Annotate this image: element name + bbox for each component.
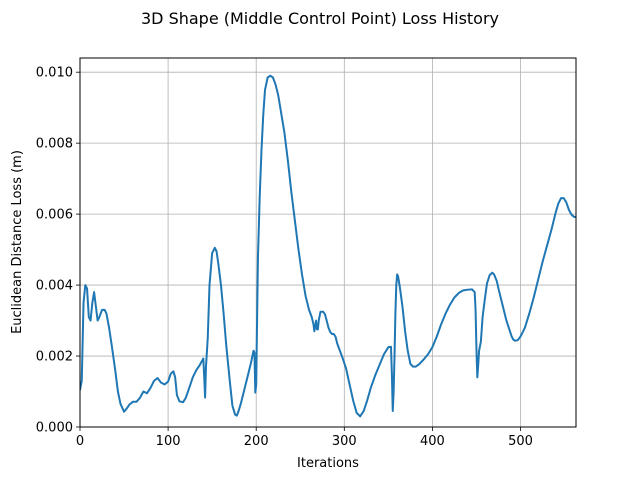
grid-layer [79,58,576,428]
x-axis-ticks: 0 100 200 300 400 500 [76,427,533,449]
series-layer [80,74,576,418]
x-tick-label: 0 [76,434,84,449]
y-axis-ticks: 0.000 0.002 0.004 0.006 0.008 0.010 [36,66,80,436]
y-tick-label: 0.008 [36,137,73,152]
y-tick-label: 0.006 [36,208,73,223]
y-axis-label: Euclidean Distance Loss (m) [10,150,25,334]
plot-frame [79,57,577,428]
y-tick-label: 0.000 [36,421,73,436]
y-tick-label: 0.010 [36,66,73,81]
x-tick-label: 400 [420,434,445,449]
chart-title: 3D Shape (Middle Control Point) Loss His… [141,9,499,28]
loss-series-line [80,74,576,418]
x-axis-label: Iterations [297,456,359,471]
x-tick-label: 500 [508,434,533,449]
x-tick-label: 100 [156,434,181,449]
y-tick-label: 0.002 [36,350,73,365]
y-tick-label: 0.004 [36,279,73,294]
x-tick-label: 300 [332,434,357,449]
x-tick-label: 200 [244,434,269,449]
